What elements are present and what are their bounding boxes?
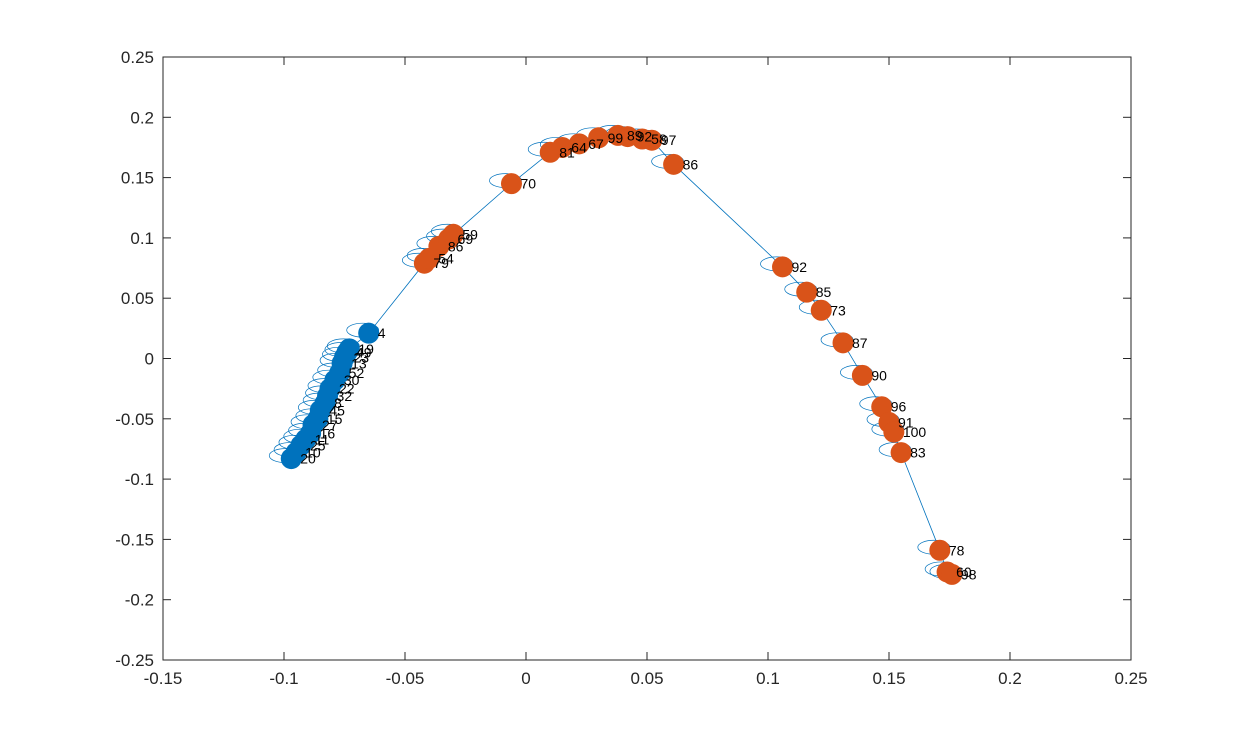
point-label: 4 <box>378 325 386 341</box>
point-label: 32 <box>337 388 353 404</box>
point-labels: 4194923135230223284515271611251020795486… <box>300 127 976 582</box>
data-point <box>588 127 610 149</box>
point-label: 85 <box>816 284 832 300</box>
point-label: 86 <box>683 156 699 172</box>
point-label: 59 <box>462 226 478 242</box>
plot-background <box>163 57 1131 660</box>
plot-area <box>163 57 1131 660</box>
point-label: 13 <box>351 355 367 371</box>
data-point <box>832 332 854 354</box>
point-label: 16 <box>320 425 336 441</box>
data-point <box>358 322 380 344</box>
y-tick-label: 0.15 <box>121 169 154 188</box>
y-tick-label: -0.05 <box>115 410 154 429</box>
point-label: 30 <box>344 372 360 388</box>
point-label: 22 <box>339 381 355 397</box>
point-label: 91 <box>898 414 914 430</box>
data-point <box>883 421 905 443</box>
y-tick-label: 0.25 <box>121 48 154 67</box>
y-tick-label: -0.15 <box>115 530 154 549</box>
point-label: 89 <box>627 127 643 143</box>
x-tick-label: 0.25 <box>1114 669 1147 688</box>
point-label: 67 <box>588 136 604 152</box>
point-label: 69 <box>458 231 474 247</box>
point-label: 98 <box>961 566 977 582</box>
point-label: 8 <box>334 395 342 411</box>
x-tick-label: -0.15 <box>144 669 183 688</box>
point-label: 73 <box>830 302 846 318</box>
point-label: 49 <box>356 344 372 360</box>
y-tick-label: 0.1 <box>130 229 154 248</box>
point-label: 58 <box>651 131 667 147</box>
data-point <box>941 563 963 585</box>
point-label: 78 <box>949 542 965 558</box>
point-label: 100 <box>903 424 927 440</box>
point-label: 19 <box>358 341 374 357</box>
data-point <box>280 448 302 470</box>
data-point <box>890 442 912 464</box>
point-label: 60 <box>956 564 972 580</box>
x-tick-label: 0.05 <box>630 669 663 688</box>
point-label: 81 <box>559 144 575 160</box>
data-point <box>551 136 573 158</box>
x-tick-label: -0.1 <box>269 669 298 688</box>
x-tick-label: -0.05 <box>386 669 425 688</box>
data-point <box>810 299 832 321</box>
point-label: 90 <box>871 367 887 383</box>
point-label: 79 <box>433 255 449 271</box>
x-tick-label: 0.2 <box>998 669 1022 688</box>
axes: -0.15 -0.1 -0.05 0 0.05 0.1 0.15 0.2 0.25 0.25 0.2… <box>115 48 1147 688</box>
point-label: 92 <box>637 129 653 145</box>
x-tick-label: 0.15 <box>872 669 905 688</box>
y-tick-label: -0.2 <box>125 591 154 610</box>
data-point <box>871 396 893 418</box>
point-label: 11 <box>315 431 330 447</box>
data-points <box>280 124 963 585</box>
data-point <box>663 153 685 175</box>
data-point <box>641 129 663 151</box>
point-label: 64 <box>571 139 587 155</box>
point-label: 27 <box>322 417 338 433</box>
x-tick-label: 0.1 <box>756 669 780 688</box>
point-label: 97 <box>661 132 677 148</box>
point-label: 83 <box>910 445 926 461</box>
point-label: 52 <box>349 365 365 381</box>
data-point <box>500 173 522 195</box>
x-tick-label: 0 <box>521 669 530 688</box>
point-label: 54 <box>438 250 454 266</box>
point-label: 23 <box>354 349 370 365</box>
data-point <box>772 256 794 278</box>
point-label: 70 <box>520 176 536 192</box>
point-label: 86 <box>448 238 464 254</box>
y-tick-label: 0 <box>145 350 154 369</box>
point-label: 20 <box>300 451 316 467</box>
point-label: 10 <box>305 445 321 461</box>
point-label: 25 <box>310 437 326 453</box>
data-point <box>929 539 951 561</box>
data-point <box>568 133 590 155</box>
point-label: 45 <box>329 402 345 418</box>
point-label: 92 <box>792 259 808 275</box>
data-point <box>442 223 464 245</box>
data-point <box>796 281 818 303</box>
y-tick-label: -0.25 <box>115 651 154 670</box>
point-label: 15 <box>327 411 343 427</box>
y-tick-label: -0.1 <box>125 470 154 489</box>
y-tick-label: 0.2 <box>130 108 154 127</box>
point-label: 99 <box>608 130 624 146</box>
point-label: 96 <box>891 399 907 415</box>
y-tick-label: 0.05 <box>121 289 154 308</box>
data-point <box>851 364 873 386</box>
point-label: 87 <box>852 335 868 351</box>
